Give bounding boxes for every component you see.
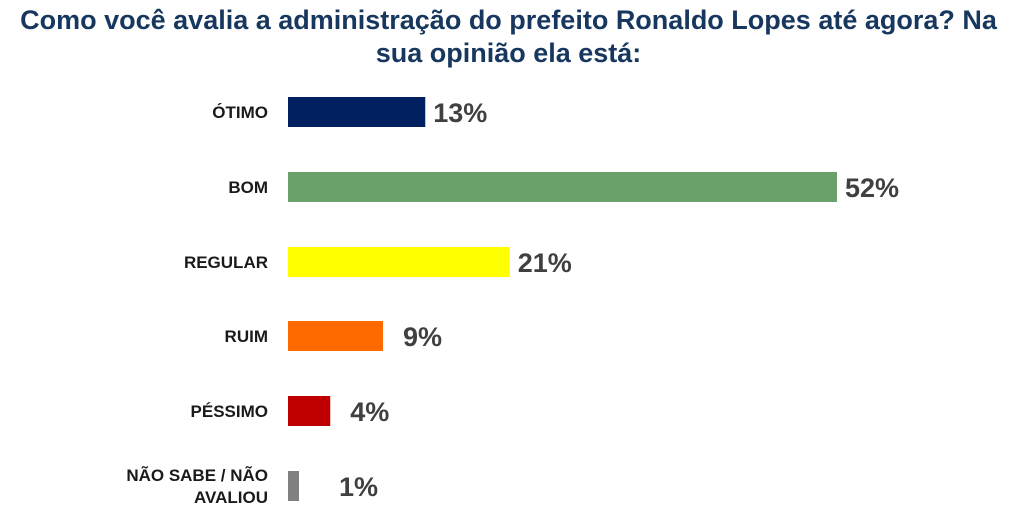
category-label-2: REGULAR [184,253,268,272]
category-label-0: ÓTIMO [212,103,268,122]
value-label-3: 9% [403,322,442,352]
value-label-0: 13% [433,98,487,128]
chart-title: Como você avalia a administração do pref… [20,5,997,68]
value-label-5: 1% [339,472,378,502]
category-label-4: PÉSSIMO [191,402,268,421]
bar-5 [288,471,299,501]
value-label-1: 52% [845,173,899,203]
value-label-4: 4% [350,397,389,427]
bar-3 [288,321,384,351]
category-label-1: BOM [228,178,268,197]
category-label-5-line-0: NÃO SABE / NÃO [126,465,268,485]
bars-layer: ÓTIMO 13% BOM 52% REGULAR 21% RUIM 9% PÉSSIMO 4% N… [126,97,899,507]
bar-0 [288,97,426,127]
value-label-2: 21% [518,248,572,278]
category-label-3: RUIM [225,327,268,346]
bar-1 [288,172,837,202]
category-label-5-line-1: AVALIOU [194,488,268,507]
bar-4 [288,396,331,426]
bar-2 [288,247,510,277]
